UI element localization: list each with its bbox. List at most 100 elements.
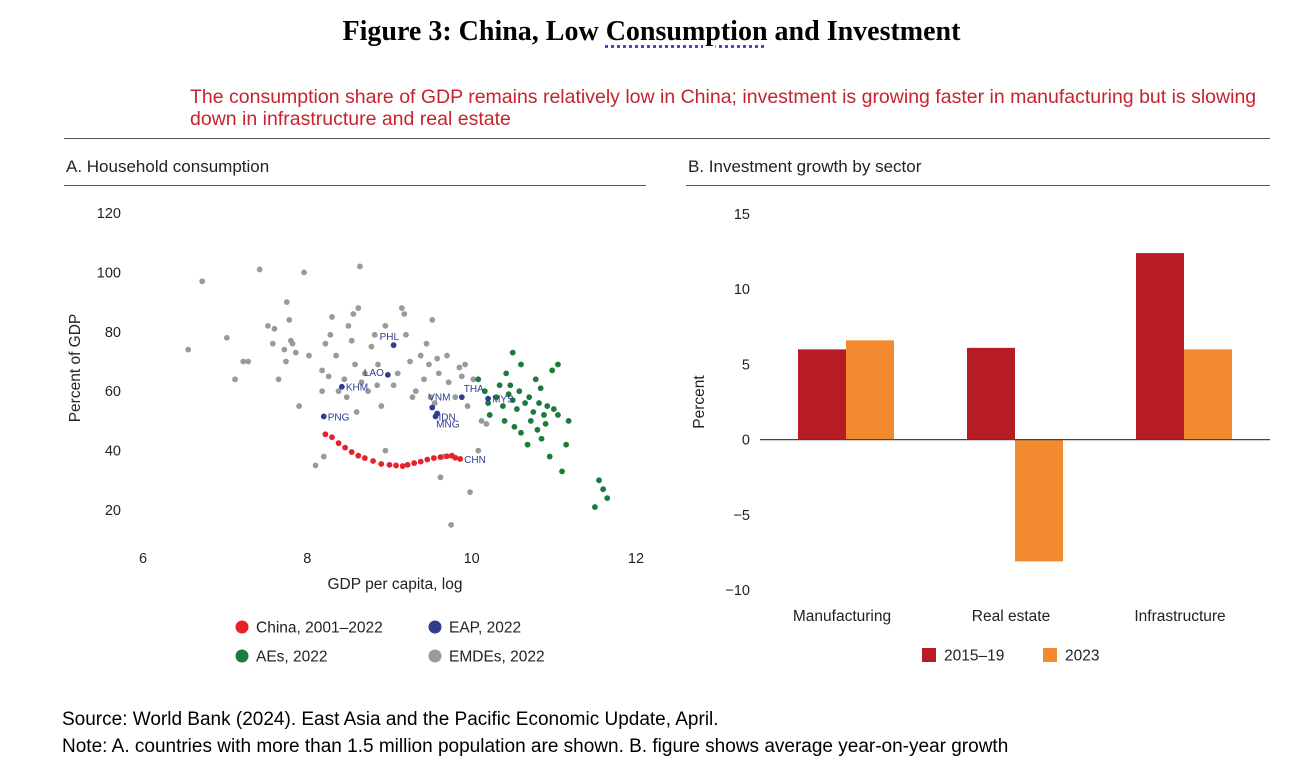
legend-swatch-bar2015: [922, 648, 936, 662]
china-point: [378, 461, 385, 467]
aes-point: [592, 504, 598, 510]
emdes-point: [421, 376, 427, 383]
china-point: [424, 456, 431, 463]
emdes-point: [458, 373, 465, 380]
eap-point: [384, 371, 391, 378]
eap-point: [429, 404, 436, 411]
aes-point: [509, 349, 516, 356]
emdes-point: [281, 346, 288, 353]
aes-point: [486, 412, 493, 418]
emdes-point: [185, 346, 192, 353]
x-category-label-b: Real estate: [972, 608, 1050, 625]
emdes-point: [475, 447, 482, 454]
aes-point: [513, 406, 520, 412]
china-point: [329, 434, 335, 441]
emdes-point: [378, 403, 385, 409]
emdes-point: [470, 376, 477, 383]
aes-point: [518, 361, 524, 368]
emdes-point: [199, 278, 206, 285]
aes-point: [481, 388, 488, 395]
eap-point: [485, 395, 491, 402]
emdes-point: [306, 352, 312, 359]
china-point: [404, 461, 411, 468]
aes-point: [501, 418, 508, 424]
emdes-point: [409, 394, 416, 401]
aes-point: [503, 370, 510, 377]
emdes-point: [319, 388, 326, 395]
bar-bar2023: [846, 340, 894, 440]
eap-country-label: PNG: [328, 412, 350, 423]
emdes-point: [429, 317, 436, 323]
figure-note: Note: A. countries with more than 1.5 mi…: [62, 736, 1009, 757]
panel-a-title: A. Household consumption: [66, 157, 270, 176]
emdes-point: [289, 340, 296, 347]
y-tick-label-b: −10: [725, 583, 750, 599]
aes-point: [511, 423, 518, 430]
eap-country-label: MNG: [436, 419, 460, 430]
panel-b-divider: [686, 185, 1270, 186]
china-point: [386, 461, 393, 468]
emdes-point: [355, 305, 362, 311]
emdes-point: [232, 376, 238, 383]
emdes-point: [464, 403, 471, 409]
aes-point: [600, 486, 607, 493]
aes-point: [555, 412, 561, 418]
legend-marker-china: [235, 620, 249, 634]
emdes-point: [417, 352, 424, 359]
emdes-point: [371, 331, 378, 338]
eap-country-label: THA: [464, 384, 484, 395]
y-axis-label-b: Percent: [691, 375, 708, 429]
emdes-point: [325, 373, 332, 380]
emdes-point: [333, 352, 339, 359]
eap-country-label: VNM: [428, 393, 450, 404]
aes-point: [485, 400, 491, 406]
legend-label-aes: AEs, 2022: [256, 649, 328, 666]
y-tick-label-b: 0: [742, 433, 750, 449]
emdes-point: [358, 379, 365, 386]
aes-point: [550, 406, 557, 412]
y-tick-label-a: 120: [97, 206, 121, 222]
legend-marker-eap: [428, 620, 442, 634]
emdes-point: [301, 269, 307, 276]
eap-point: [338, 383, 345, 390]
aes-point: [475, 376, 482, 383]
aes-point: [518, 429, 524, 436]
eap-country-label: KHM: [346, 383, 368, 394]
panel-a-divider: [64, 185, 646, 186]
bar-bar2015: [798, 349, 846, 440]
aes-point: [524, 441, 531, 448]
bar-bar2023: [1184, 349, 1232, 440]
emdes-point: [435, 370, 442, 377]
emdes-point: [352, 361, 358, 368]
eap-point: [320, 413, 327, 420]
eap-country-label: IDN: [439, 412, 456, 423]
y-tick-label-a: 80: [105, 325, 121, 341]
emdes-point: [382, 447, 389, 454]
emdes-point: [483, 420, 490, 427]
emdes-point: [368, 343, 375, 350]
aes-point: [555, 361, 561, 368]
emdes-point: [292, 349, 299, 356]
top-divider: [64, 138, 1270, 139]
china-point: [452, 454, 459, 461]
aes-point: [541, 412, 547, 418]
china-point: [457, 456, 464, 462]
emdes-point: [407, 358, 413, 365]
emdes-point: [427, 394, 434, 401]
x-tick-label-a: 8: [303, 551, 311, 567]
eap-point: [390, 342, 397, 349]
china-point: [342, 444, 349, 451]
aes-point: [493, 394, 500, 401]
x-category-label-b: Manufacturing: [793, 608, 891, 625]
eap-country-label: PHL: [380, 332, 400, 343]
figure-title-underlined-word: Consumption: [605, 16, 768, 47]
emdes-point: [401, 311, 408, 317]
emdes-point: [264, 322, 271, 329]
aes-point: [507, 382, 514, 389]
emdes-point: [374, 382, 381, 389]
aes-point: [505, 391, 512, 398]
x-tick-label-a: 6: [139, 551, 147, 567]
emdes-point: [456, 364, 463, 371]
emdes-point: [283, 358, 289, 365]
aes-point: [604, 495, 611, 502]
